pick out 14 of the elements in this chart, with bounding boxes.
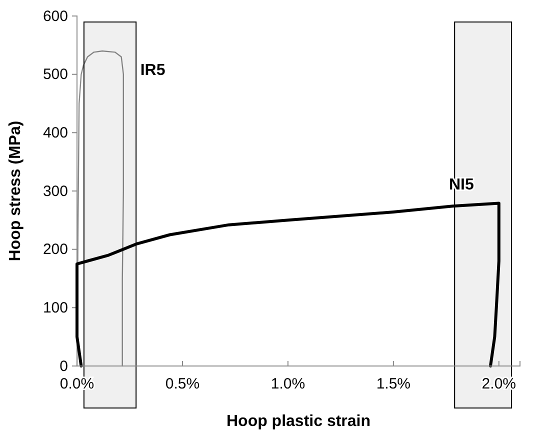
- x-tick-label: 1.0%: [270, 376, 306, 393]
- y-tick-label: 400: [42, 124, 68, 142]
- y-tick-label: 300: [42, 182, 68, 200]
- y-tick-label: 0: [60, 358, 68, 375]
- y-tick-label: 600: [42, 8, 68, 25]
- y-tick-label: 100: [42, 299, 68, 316]
- series-label: IR5: [140, 62, 166, 79]
- y-axis-title: Hoop stress (MPa): [7, 120, 24, 262]
- y-tick-label: 500: [42, 66, 68, 84]
- x-tick-label: 1.5%: [376, 376, 411, 393]
- x-axis-title: Hoop plastic strain: [226, 413, 371, 430]
- y-tick-label: 200: [42, 241, 68, 258]
- x-tick-label: 0.5%: [165, 376, 200, 393]
- line-series: [76, 202, 500, 368]
